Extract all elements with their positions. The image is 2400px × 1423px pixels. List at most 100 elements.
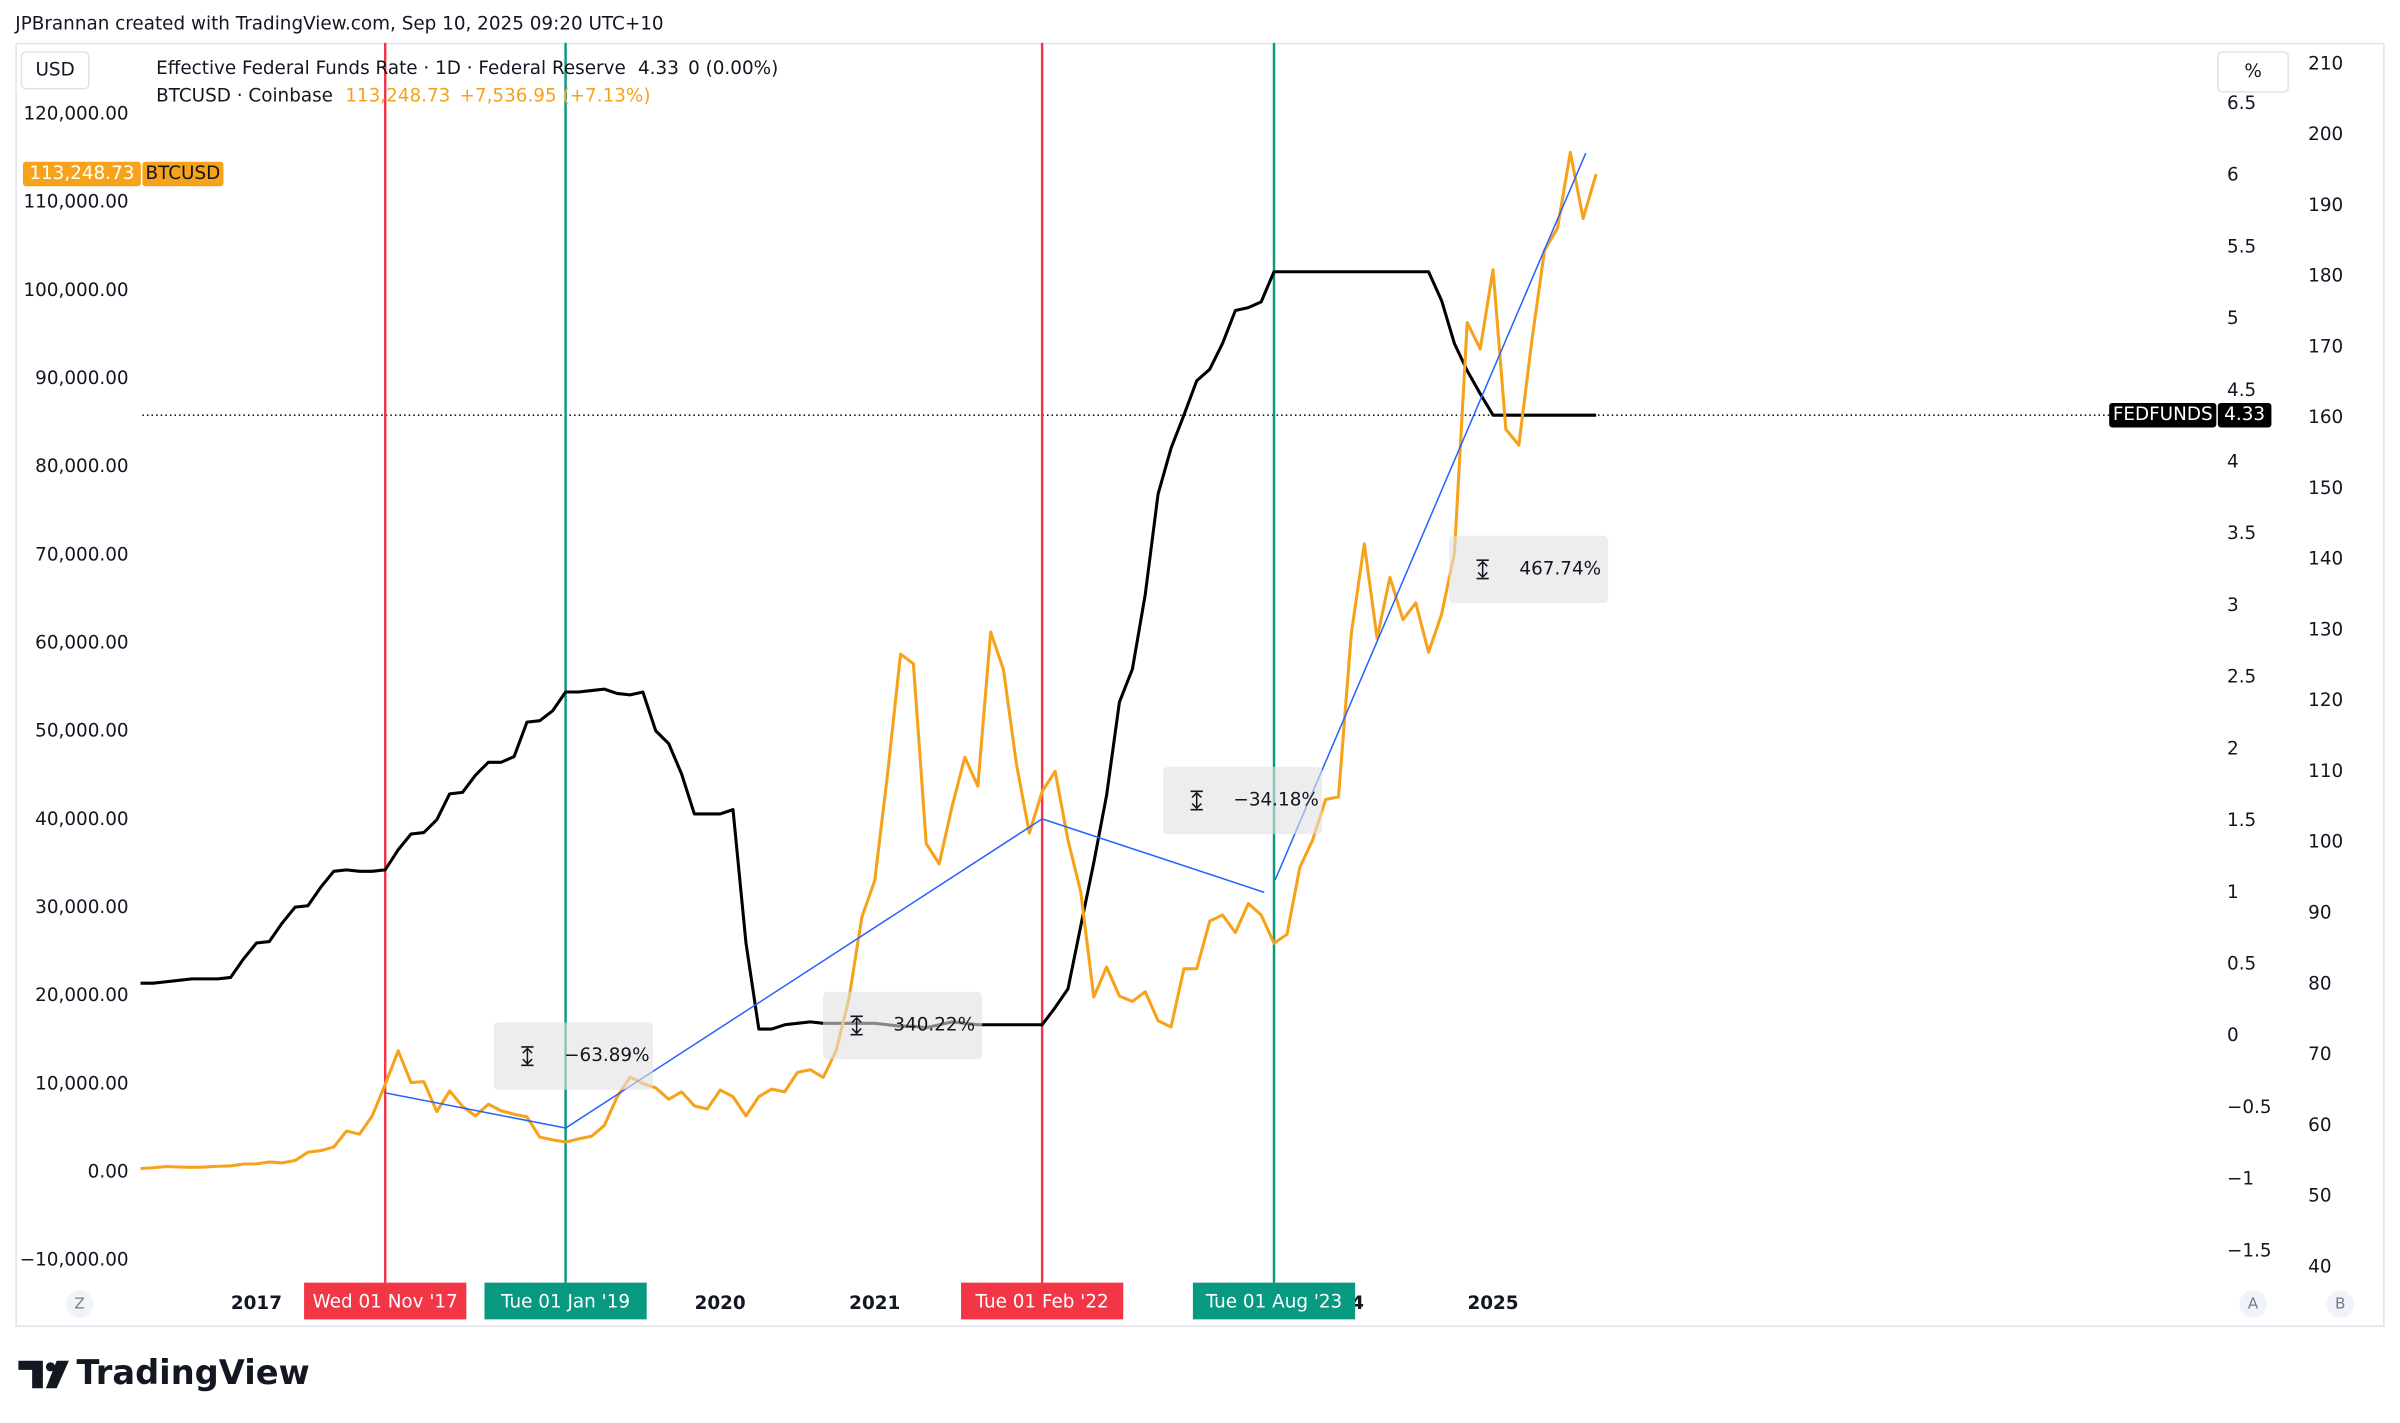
y3-tick-label: 40 [2308,1256,2331,1277]
y-tick-label: 100,000.00 [23,280,128,301]
y3-tick-label: 100 [2308,832,2343,853]
y2-tick-label: 2.5 [2227,667,2256,688]
x-tick-label: 2025 [1467,1293,1518,1314]
y-tick-label: 70,000.00 [35,544,128,565]
series-tag [142,161,224,187]
y2-tick-label: 5.5 [2227,236,2256,257]
measure-box [1448,535,1609,604]
y2-tick-label: 0.5 [2227,954,2256,975]
y2-tick-label: 4 [2227,452,2239,473]
legend-change: +7,536.95 (+7.13%) [460,85,651,106]
y2-tick-label: 4.5 [2227,380,2256,401]
series-tag-name: FEDFUNDS [2113,404,2213,425]
chart-frame [15,42,2385,1328]
measure-icon [850,1015,863,1036]
legend-value: 113,248.73 [345,85,450,106]
y3-tick-label: 180 [2308,266,2343,287]
y-tick-label: 120,000.00 [23,103,128,124]
y3-tick-label: 50 [2308,1186,2331,1207]
y3-tick-label: 200 [2308,124,2343,145]
y3-tick-label: 70 [2308,1044,2331,1065]
y2-tick-label: 1 [2227,882,2239,903]
legend-title: BTCUSD · Coinbase [156,85,333,106]
measure-label: −63.89% [564,1045,649,1066]
brand: TradingView [77,1353,310,1392]
logo-mark [18,1360,43,1389]
y-tick-label: −10,000.00 [20,1250,129,1271]
percent-button[interactable]: % [2244,61,2261,82]
y2-tick-label: 5 [2227,308,2239,329]
percent-button-box [2217,51,2290,93]
y2-tick-label: −1.5 [2227,1240,2272,1261]
y-tick-label: 90,000.00 [35,368,128,389]
y2-tick-label: 3.5 [2227,523,2256,544]
series-tag [2109,402,2217,428]
trend-line [385,1092,566,1129]
y3-tick-label: 140 [2308,549,2343,570]
date-flag-label: Tue 01 Aug '23 [1205,1292,1343,1313]
y-tick-label: 80,000.00 [35,456,128,477]
y2-tick-label: 0 [2227,1025,2239,1046]
series-line [140,150,1598,1171]
y-tick-label: 30,000.00 [35,897,128,918]
price-tag-label: 4.33 [2224,404,2265,425]
y-tick-label: 0.00 [88,1161,129,1182]
trend-line [1274,152,1587,881]
y-tick-label: 40,000.00 [35,809,128,830]
measure-box [493,1022,653,1090]
y2-tick-label: −1 [2227,1169,2254,1190]
scale-button-bg [2239,1290,2267,1318]
x-tick-label: 2020 [695,1293,746,1314]
y2-tick-label: 6 [2227,165,2239,186]
y3-tick-label: 120 [2308,690,2343,711]
scale-button-bg [65,1290,94,1318]
date-flag [1192,1282,1356,1320]
y3-tick-label: 190 [2308,195,2343,216]
y3-tick-label: 160 [2308,407,2343,428]
x-tick-label: 2021 [849,1293,900,1314]
measure-icon [521,1046,534,1067]
y3-tick-label: 60 [2308,1115,2331,1136]
y-tick-label: 10,000.00 [35,1073,128,1094]
brand-logo: TradingView [18,1353,310,1392]
measure-label: 340.22% [893,1014,975,1035]
header: JPBrannan created with TradingView.com, … [14,13,663,34]
measure-box [1163,766,1323,835]
y-tick-label: 60,000.00 [35,632,128,653]
date-flag [484,1282,647,1320]
y2-tick-label: 6.5 [2227,93,2256,114]
y3-tick-label: 210 [2308,53,2343,74]
logo-dot [45,1362,56,1372]
y2-tick-label: −0.5 [2227,1097,2272,1118]
currency-button[interactable]: USD [35,59,74,80]
y3-tick-label: 110 [2308,761,2343,782]
measure-icon [1190,790,1203,811]
date-flag-label: Wed 01 Nov '17 [313,1292,458,1313]
trend-line [1041,818,1265,894]
scale-button[interactable]: B [2335,1295,2346,1313]
measure-label: 467.74% [1519,558,1601,579]
y-tick-label: 110,000.00 [23,192,128,213]
y2-tick-label: 2 [2227,738,2239,759]
price-tag-label: 113,248.73 [29,163,134,184]
y3-tick-label: 170 [2308,336,2343,357]
scale-button[interactable]: Z [74,1295,84,1313]
legend-title: Effective Federal Funds Rate · 1D · Fede… [156,58,626,79]
y3-tick-label: 90 [2308,903,2331,924]
y2-tick-label: 1.5 [2227,810,2256,831]
date-flag [961,1282,1124,1320]
y3-tick-label: 130 [2308,619,2343,640]
price-tag [2217,402,2272,428]
y2-tick-label: 3 [2227,595,2239,616]
date-flag-label: Tue 01 Jan '19 [500,1292,630,1313]
measure-label: −34.18% [1233,790,1318,811]
price-tag [22,161,141,187]
scale-button[interactable]: A [2248,1295,2259,1313]
logo-slash [45,1360,69,1389]
legend-change: 0 (0.00%) [688,58,778,79]
y3-tick-label: 80 [2308,973,2331,994]
legend-value: 4.33 [638,58,679,79]
measure-box [822,991,983,1060]
